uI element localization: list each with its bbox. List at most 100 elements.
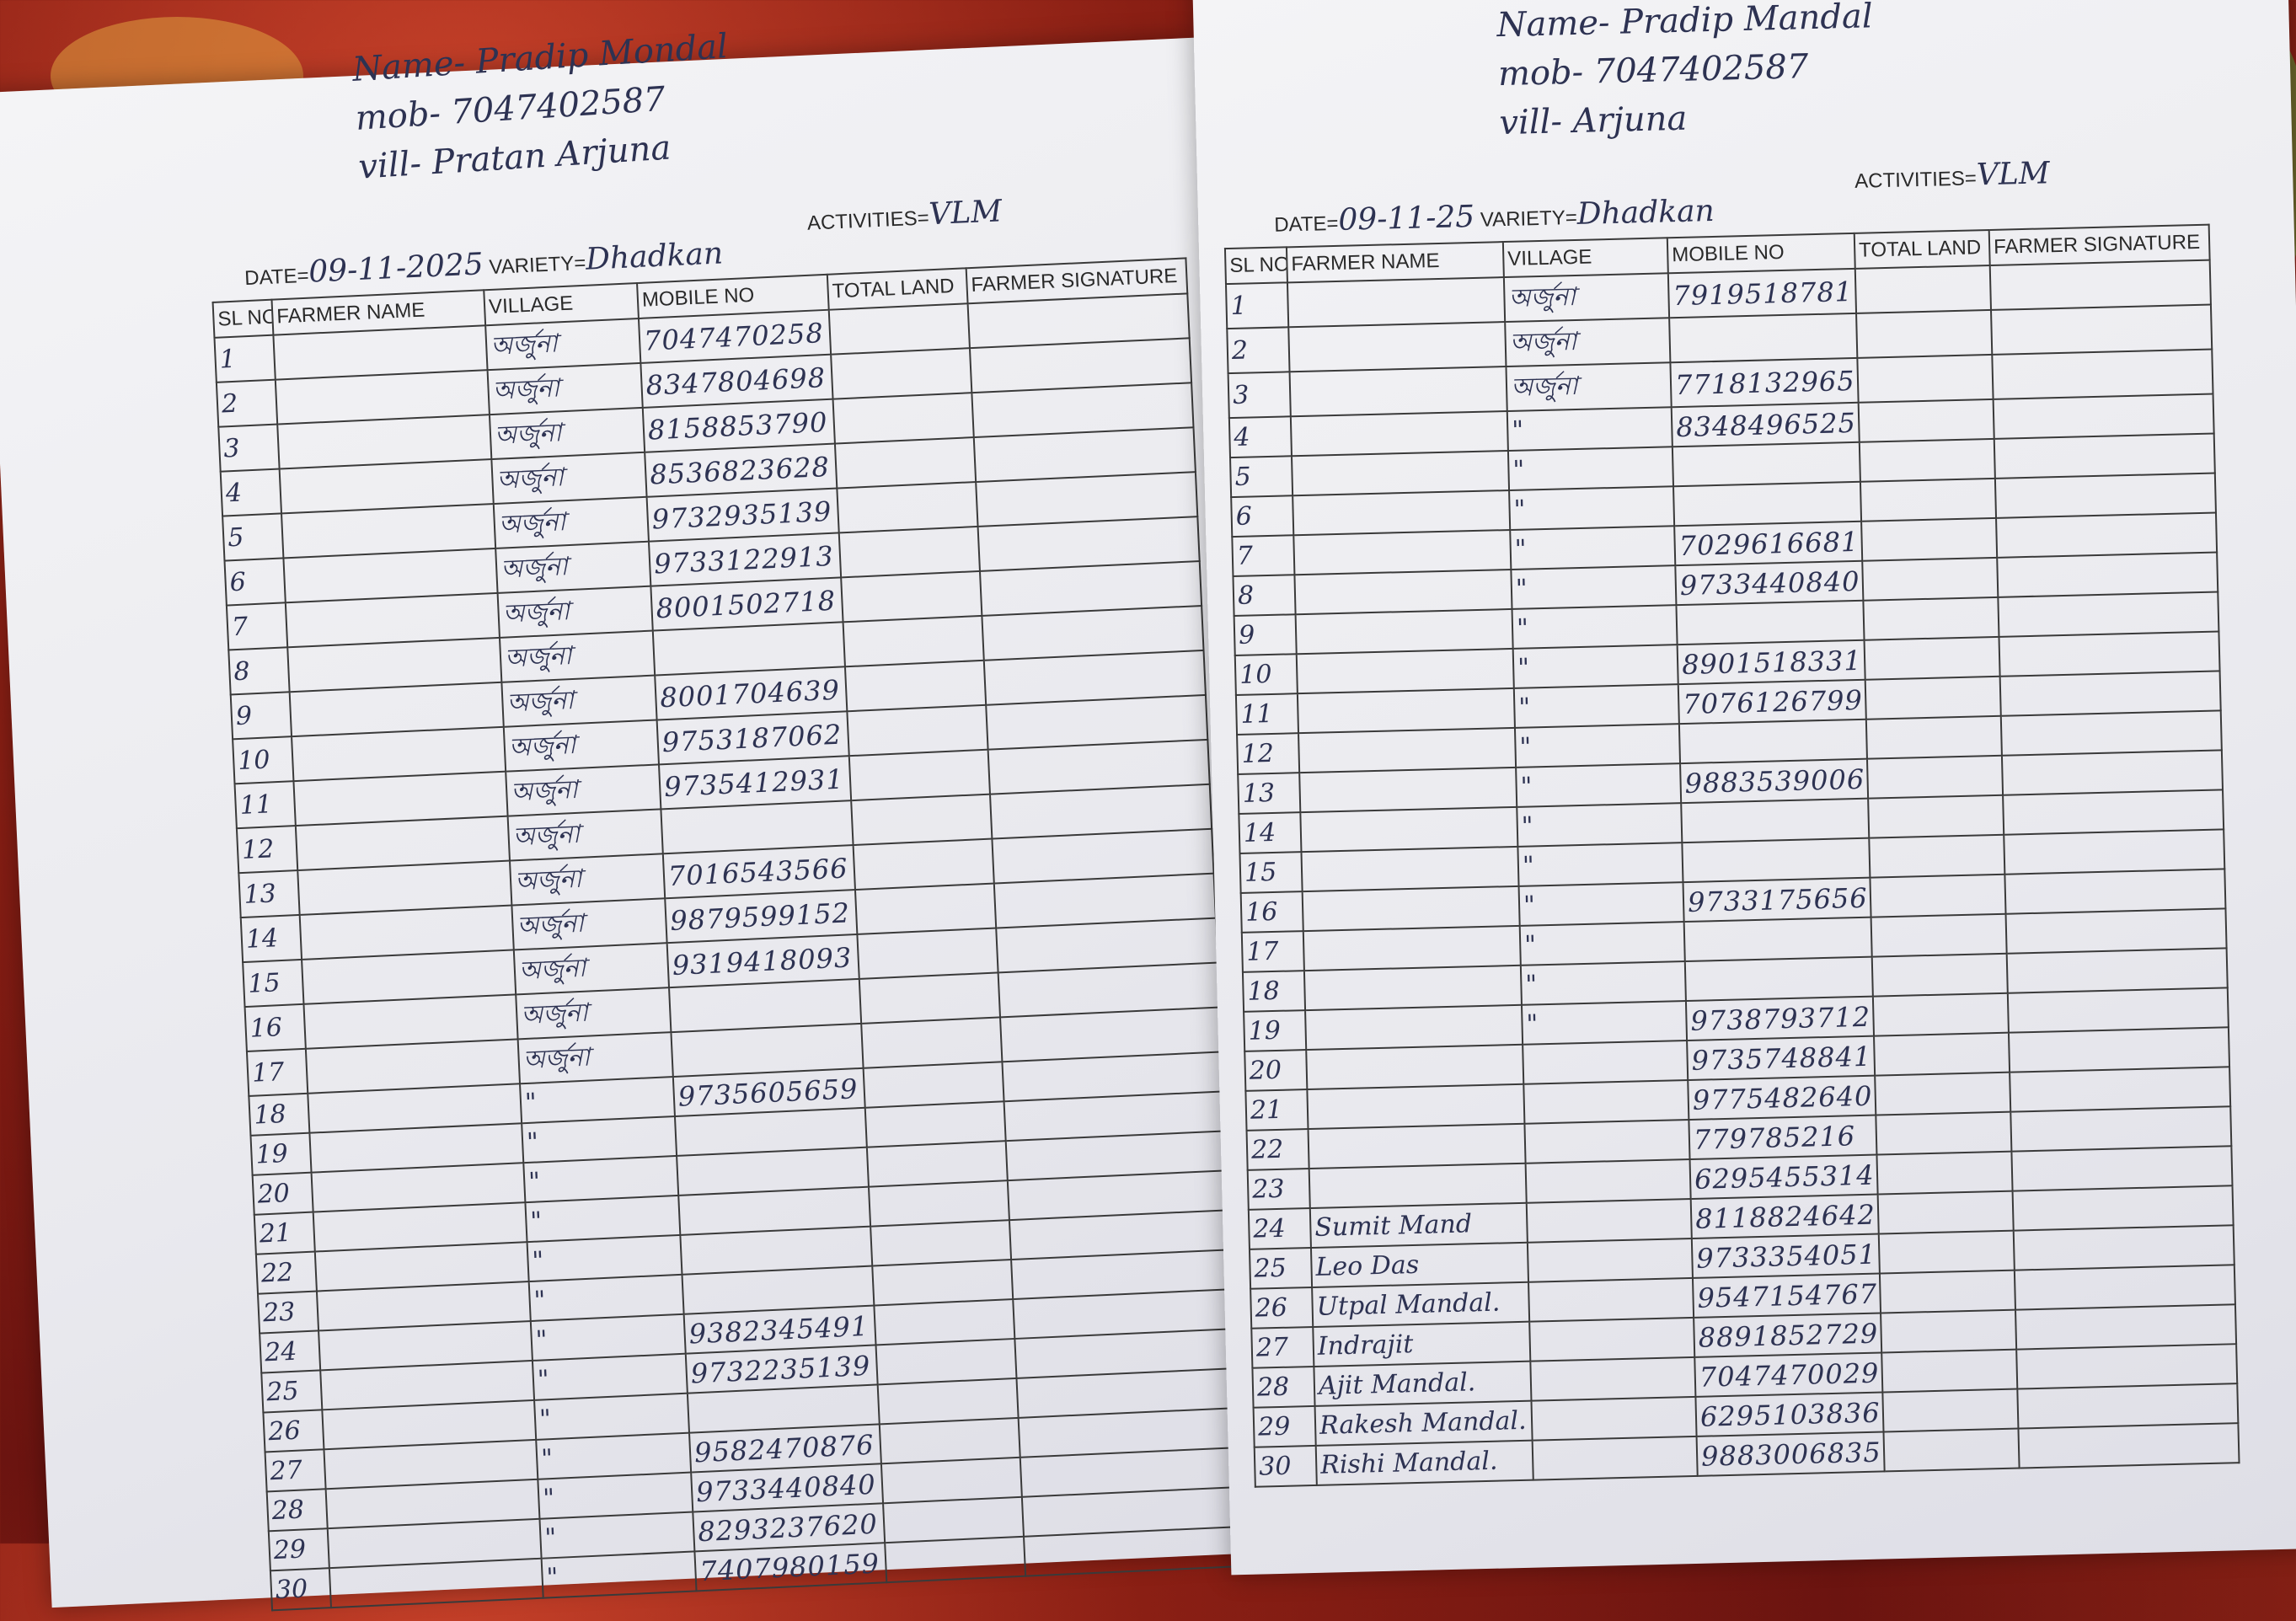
total-land-cell	[859, 972, 1001, 1024]
mobile-no-cell: 9547154767	[1692, 1273, 1881, 1318]
farmer-name-cell	[1291, 451, 1510, 496]
sl-no-cell: 7	[226, 602, 288, 650]
signature-cell	[1991, 304, 2213, 355]
village-cell: অর্জুনা	[485, 318, 641, 371]
total-land-cell	[1872, 992, 2009, 1036]
total-land-cell	[879, 1417, 1020, 1464]
variety-value: Dhadkan	[585, 236, 724, 277]
mobile-no-cell	[1681, 798, 1870, 843]
village-cell	[1528, 1277, 1694, 1322]
sl-no-cell: 6	[1231, 495, 1294, 538]
farmer-name-cell	[1288, 322, 1507, 372]
total-land-cell	[843, 615, 984, 667]
total-land-cell	[868, 1180, 1009, 1227]
column-header-farmer-signature: FARMER SIGNATURE	[1988, 224, 2210, 265]
mobile-no-cell	[1672, 441, 1860, 487]
date-label: DATE=	[244, 264, 310, 291]
sl-no-cell: 9	[230, 692, 292, 740]
farmer-table: SL NO FARMER NAME VILLAGE MOBILE NO TOTAL LA…	[1224, 224, 2240, 1488]
farmer-name-cell	[1300, 806, 1518, 853]
village-cell: "	[532, 1353, 688, 1400]
farmer-name-cell	[1305, 1004, 1523, 1051]
signature-cell	[1989, 259, 2211, 310]
farmer-name-cell	[1298, 727, 1517, 773]
total-land-cell	[841, 570, 982, 623]
total-land-cell	[1868, 794, 2004, 838]
total-land-cell	[1862, 557, 1999, 601]
signature-cell	[2010, 1067, 2231, 1112]
sl-no-cell: 19	[250, 1132, 312, 1175]
village-cell: "	[534, 1393, 690, 1440]
farmer-name-cell	[1294, 569, 1512, 615]
sl-no-cell: 18	[1242, 971, 1306, 1012]
activities-value: VLM	[928, 194, 1003, 233]
sl-no-cell: 24	[1248, 1208, 1311, 1249]
sl-no-cell: 11	[234, 781, 296, 829]
sl-no-cell: 8	[1233, 575, 1296, 617]
farmer-name-cell	[1299, 767, 1517, 813]
mobile-no-cell: 8901518331	[1677, 639, 1865, 685]
total-land-cell	[877, 1378, 1019, 1425]
sl-no-cell: 23	[258, 1291, 319, 1334]
mobile-no-cell	[1669, 313, 1858, 363]
total-land-cell	[1860, 478, 1997, 522]
total-land-cell	[837, 482, 978, 533]
village-cell: "	[1520, 961, 1686, 1005]
right-form-sheet: Name- Pradip Mandal mob- 7047402587 vill…	[1192, 0, 2296, 1576]
mobile-no-cell: 7047470029	[1694, 1352, 1883, 1397]
sl-no-cell: 19	[1244, 1010, 1307, 1051]
farmer-name-cell	[1289, 366, 1507, 417]
total-land-cell	[834, 437, 977, 489]
farmer-name-cell	[1295, 608, 1513, 655]
village-cell: অর্জুনা	[509, 853, 666, 906]
village-cell: "	[541, 1551, 697, 1598]
date-value: 09-11-25	[1337, 199, 1475, 238]
total-land-cell	[1861, 517, 1998, 561]
signature-cell	[2004, 829, 2225, 875]
mobile-no-cell: 7919518781	[1667, 268, 1857, 318]
signature-cell	[1994, 473, 2216, 518]
sl-no-cell: 29	[1253, 1405, 1316, 1447]
form-meta: DATE=09-11-25 VARIETY=Dhadkan	[1274, 194, 1715, 239]
village-cell: "	[1517, 843, 1683, 886]
farmer-name-cell	[1296, 648, 1514, 694]
sl-no-cell: 4	[220, 468, 282, 516]
village-cell: "	[530, 1313, 686, 1361]
village-cell: "	[1514, 724, 1681, 768]
sl-no-cell: 5	[222, 513, 284, 561]
total-land-cell	[831, 348, 972, 399]
mobile-no-cell: 9738793712	[1685, 996, 1875, 1041]
village-cell	[1523, 1041, 1689, 1084]
sl-no-cell: 6	[224, 558, 286, 606]
signature-cell	[2008, 1027, 2230, 1073]
total-land-cell	[854, 883, 997, 934]
village-cell: অর্জুনা	[493, 496, 649, 548]
mobile-no-cell: 6295455314	[1689, 1154, 1878, 1199]
signature-cell	[2012, 1185, 2234, 1231]
signature-cell	[2006, 948, 2228, 993]
village-cell: অর্জুনা	[517, 1032, 673, 1084]
sl-no-cell: 4	[1228, 416, 1292, 458]
village-cell: "	[1511, 565, 1677, 609]
sl-no-cell: 22	[1246, 1129, 1309, 1170]
farmer-name-cell	[329, 1558, 543, 1608]
total-land-cell	[1881, 1349, 2018, 1393]
village-cell	[1529, 1317, 1695, 1362]
total-land-cell	[883, 1496, 1025, 1543]
sl-no-cell: 28	[266, 1489, 328, 1532]
sl-no-cell: 27	[1251, 1326, 1314, 1368]
signature-cell	[1994, 433, 2215, 479]
signature-cell	[2001, 750, 2224, 795]
sl-no-cell: 29	[268, 1528, 329, 1571]
signature-cell	[1992, 349, 2213, 399]
sl-no-cell: 18	[249, 1093, 310, 1136]
village-cell	[1527, 1238, 1693, 1282]
signature-cell	[2004, 869, 2226, 914]
total-land-cell	[861, 1017, 1003, 1068]
farmer-name-cell	[1287, 277, 1506, 328]
signature-cell	[1999, 671, 2221, 716]
village-cell	[1524, 1120, 1690, 1164]
variety-label: VARIETY=	[1480, 206, 1578, 232]
signature-cell	[2016, 1344, 2238, 1389]
variety-label: VARIETY=	[488, 251, 586, 279]
